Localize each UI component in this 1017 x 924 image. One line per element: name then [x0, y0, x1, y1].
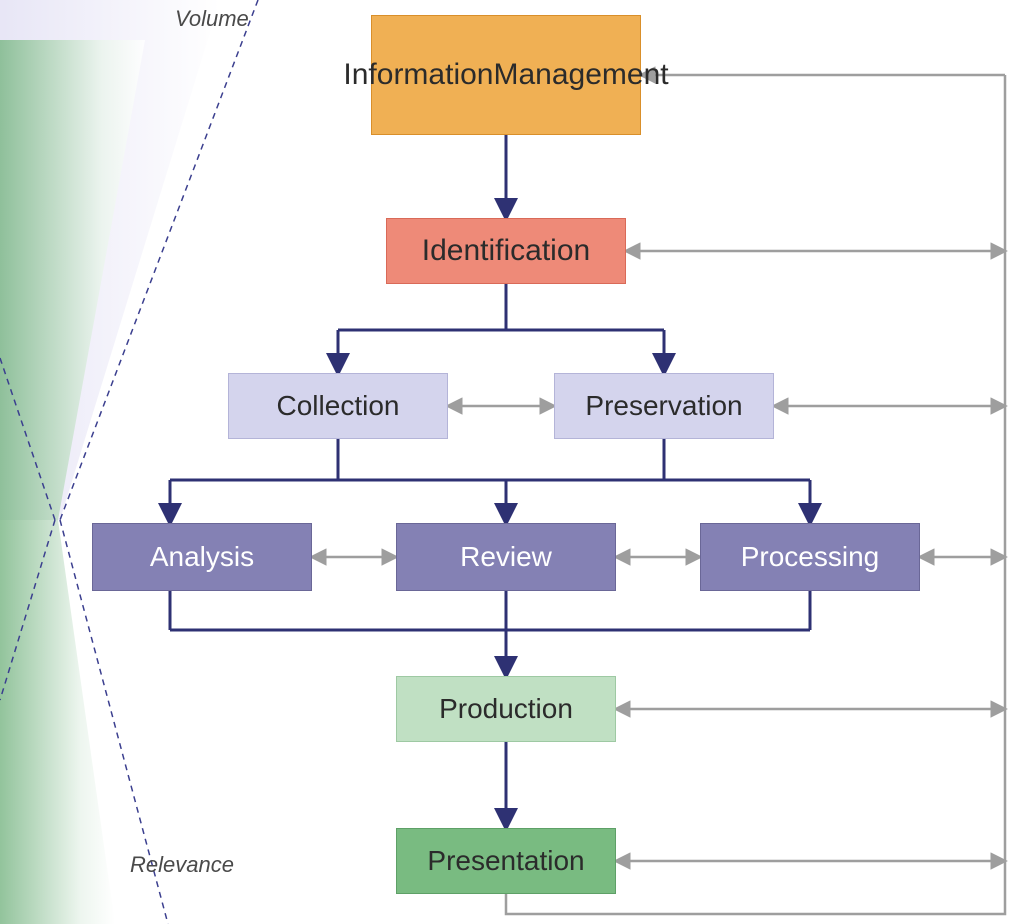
- node-production: Production: [396, 676, 616, 742]
- node-preservation: Preservation: [554, 373, 774, 439]
- node-review: Review: [396, 523, 616, 591]
- funnel-shapes: [0, 0, 258, 924]
- node-presentation: Presentation: [396, 828, 616, 894]
- gray-connectors: [312, 75, 1005, 914]
- node-analysis: Analysis: [92, 523, 312, 591]
- node-identification: Identification: [386, 218, 626, 284]
- node-information-management: InformationManagement: [371, 15, 641, 135]
- node-processing: Processing: [700, 523, 920, 591]
- relevance-label: Relevance: [130, 852, 234, 878]
- node-collection: Collection: [228, 373, 448, 439]
- edrm-diagram: { "type": "flowchart", "canvas": { "widt…: [0, 0, 1017, 924]
- volume-label: Volume: [175, 6, 249, 32]
- background-svg: [0, 0, 1017, 924]
